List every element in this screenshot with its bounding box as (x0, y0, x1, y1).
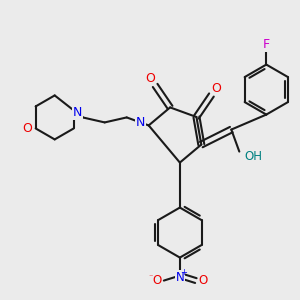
Text: N: N (73, 106, 82, 119)
Text: ⁻: ⁻ (149, 272, 153, 281)
Text: O: O (198, 274, 208, 287)
Text: N: N (176, 271, 184, 284)
Text: O: O (212, 82, 221, 94)
Text: O: O (23, 122, 33, 135)
Text: +: + (180, 268, 187, 277)
Text: O: O (152, 274, 161, 287)
Text: N: N (136, 116, 146, 129)
Text: OH: OH (244, 150, 262, 163)
Text: O: O (145, 72, 155, 85)
Text: F: F (263, 38, 270, 51)
